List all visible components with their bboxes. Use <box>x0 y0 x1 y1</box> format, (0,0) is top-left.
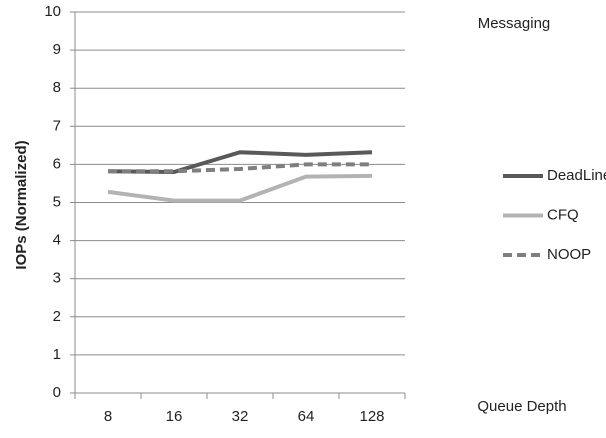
y-tick-label: 8 <box>53 79 61 96</box>
y-tick-label: 7 <box>53 117 61 134</box>
y-tick-label: 0 <box>53 384 61 401</box>
x-tick-label: 32 <box>232 408 249 425</box>
y-tick-label: 4 <box>53 232 61 249</box>
x-tick-label: 16 <box>166 408 183 425</box>
y-tick-label: 3 <box>53 270 61 287</box>
legend-label: DeadLine <box>547 167 606 184</box>
series-line <box>107 173 373 203</box>
y-tick-label: 10 <box>44 3 61 20</box>
x-axis-label: Queue Depth <box>477 398 566 415</box>
legend-label: NOOP <box>547 246 591 263</box>
legend-label: CFQ <box>547 206 579 223</box>
y-tick-label: 2 <box>53 308 61 325</box>
y-tick-label: 5 <box>53 193 61 210</box>
x-tick-label: 128 <box>359 408 384 425</box>
y-axis-label: IOPs (Normalized) <box>13 140 30 269</box>
x-tick-label: 8 <box>104 408 112 425</box>
series-line <box>108 162 372 174</box>
y-tick-label: 1 <box>53 346 61 363</box>
x-tick-label: 64 <box>298 408 315 425</box>
chart-title: Messaging <box>478 15 551 32</box>
y-tick-label: 9 <box>53 41 61 58</box>
y-tick-label: 6 <box>53 155 61 172</box>
